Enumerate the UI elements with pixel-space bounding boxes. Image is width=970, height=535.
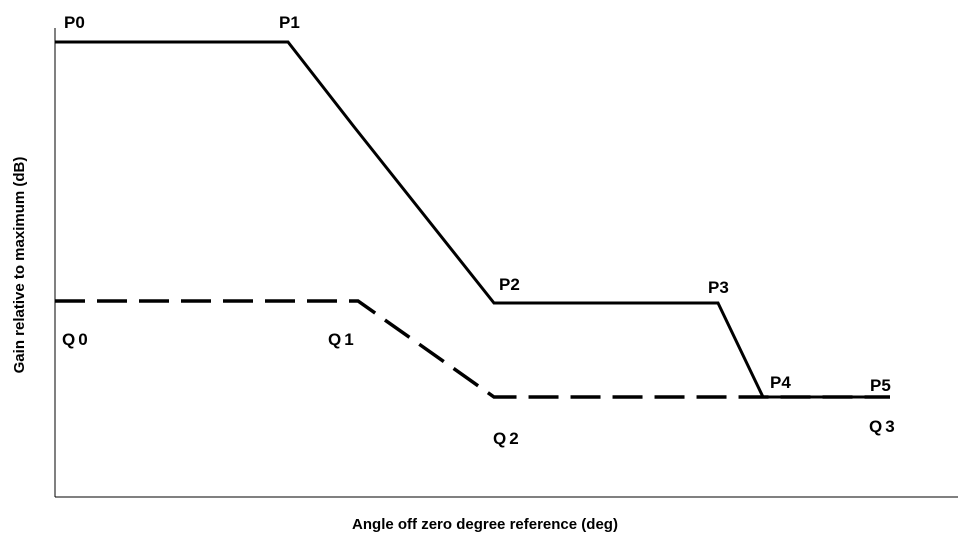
point-label: P1	[279, 13, 300, 32]
point-label: Q0	[62, 330, 91, 349]
y-axis-label: Gain relative to maximum (dB)	[11, 157, 28, 374]
x-axis-label: Angle off zero degree reference (deg)	[352, 516, 618, 533]
point-label: Q1	[328, 330, 357, 349]
point-label: P2	[499, 275, 520, 294]
point-label: P4	[770, 373, 791, 392]
point-label: Q2	[493, 429, 522, 448]
dashed-mask-line	[55, 299, 890, 399]
point-label: Q3	[869, 417, 898, 436]
point-label: P3	[708, 278, 729, 297]
point-label: P5	[870, 376, 891, 395]
solid-mask-line	[55, 40, 890, 399]
point-label: P0	[64, 13, 85, 32]
